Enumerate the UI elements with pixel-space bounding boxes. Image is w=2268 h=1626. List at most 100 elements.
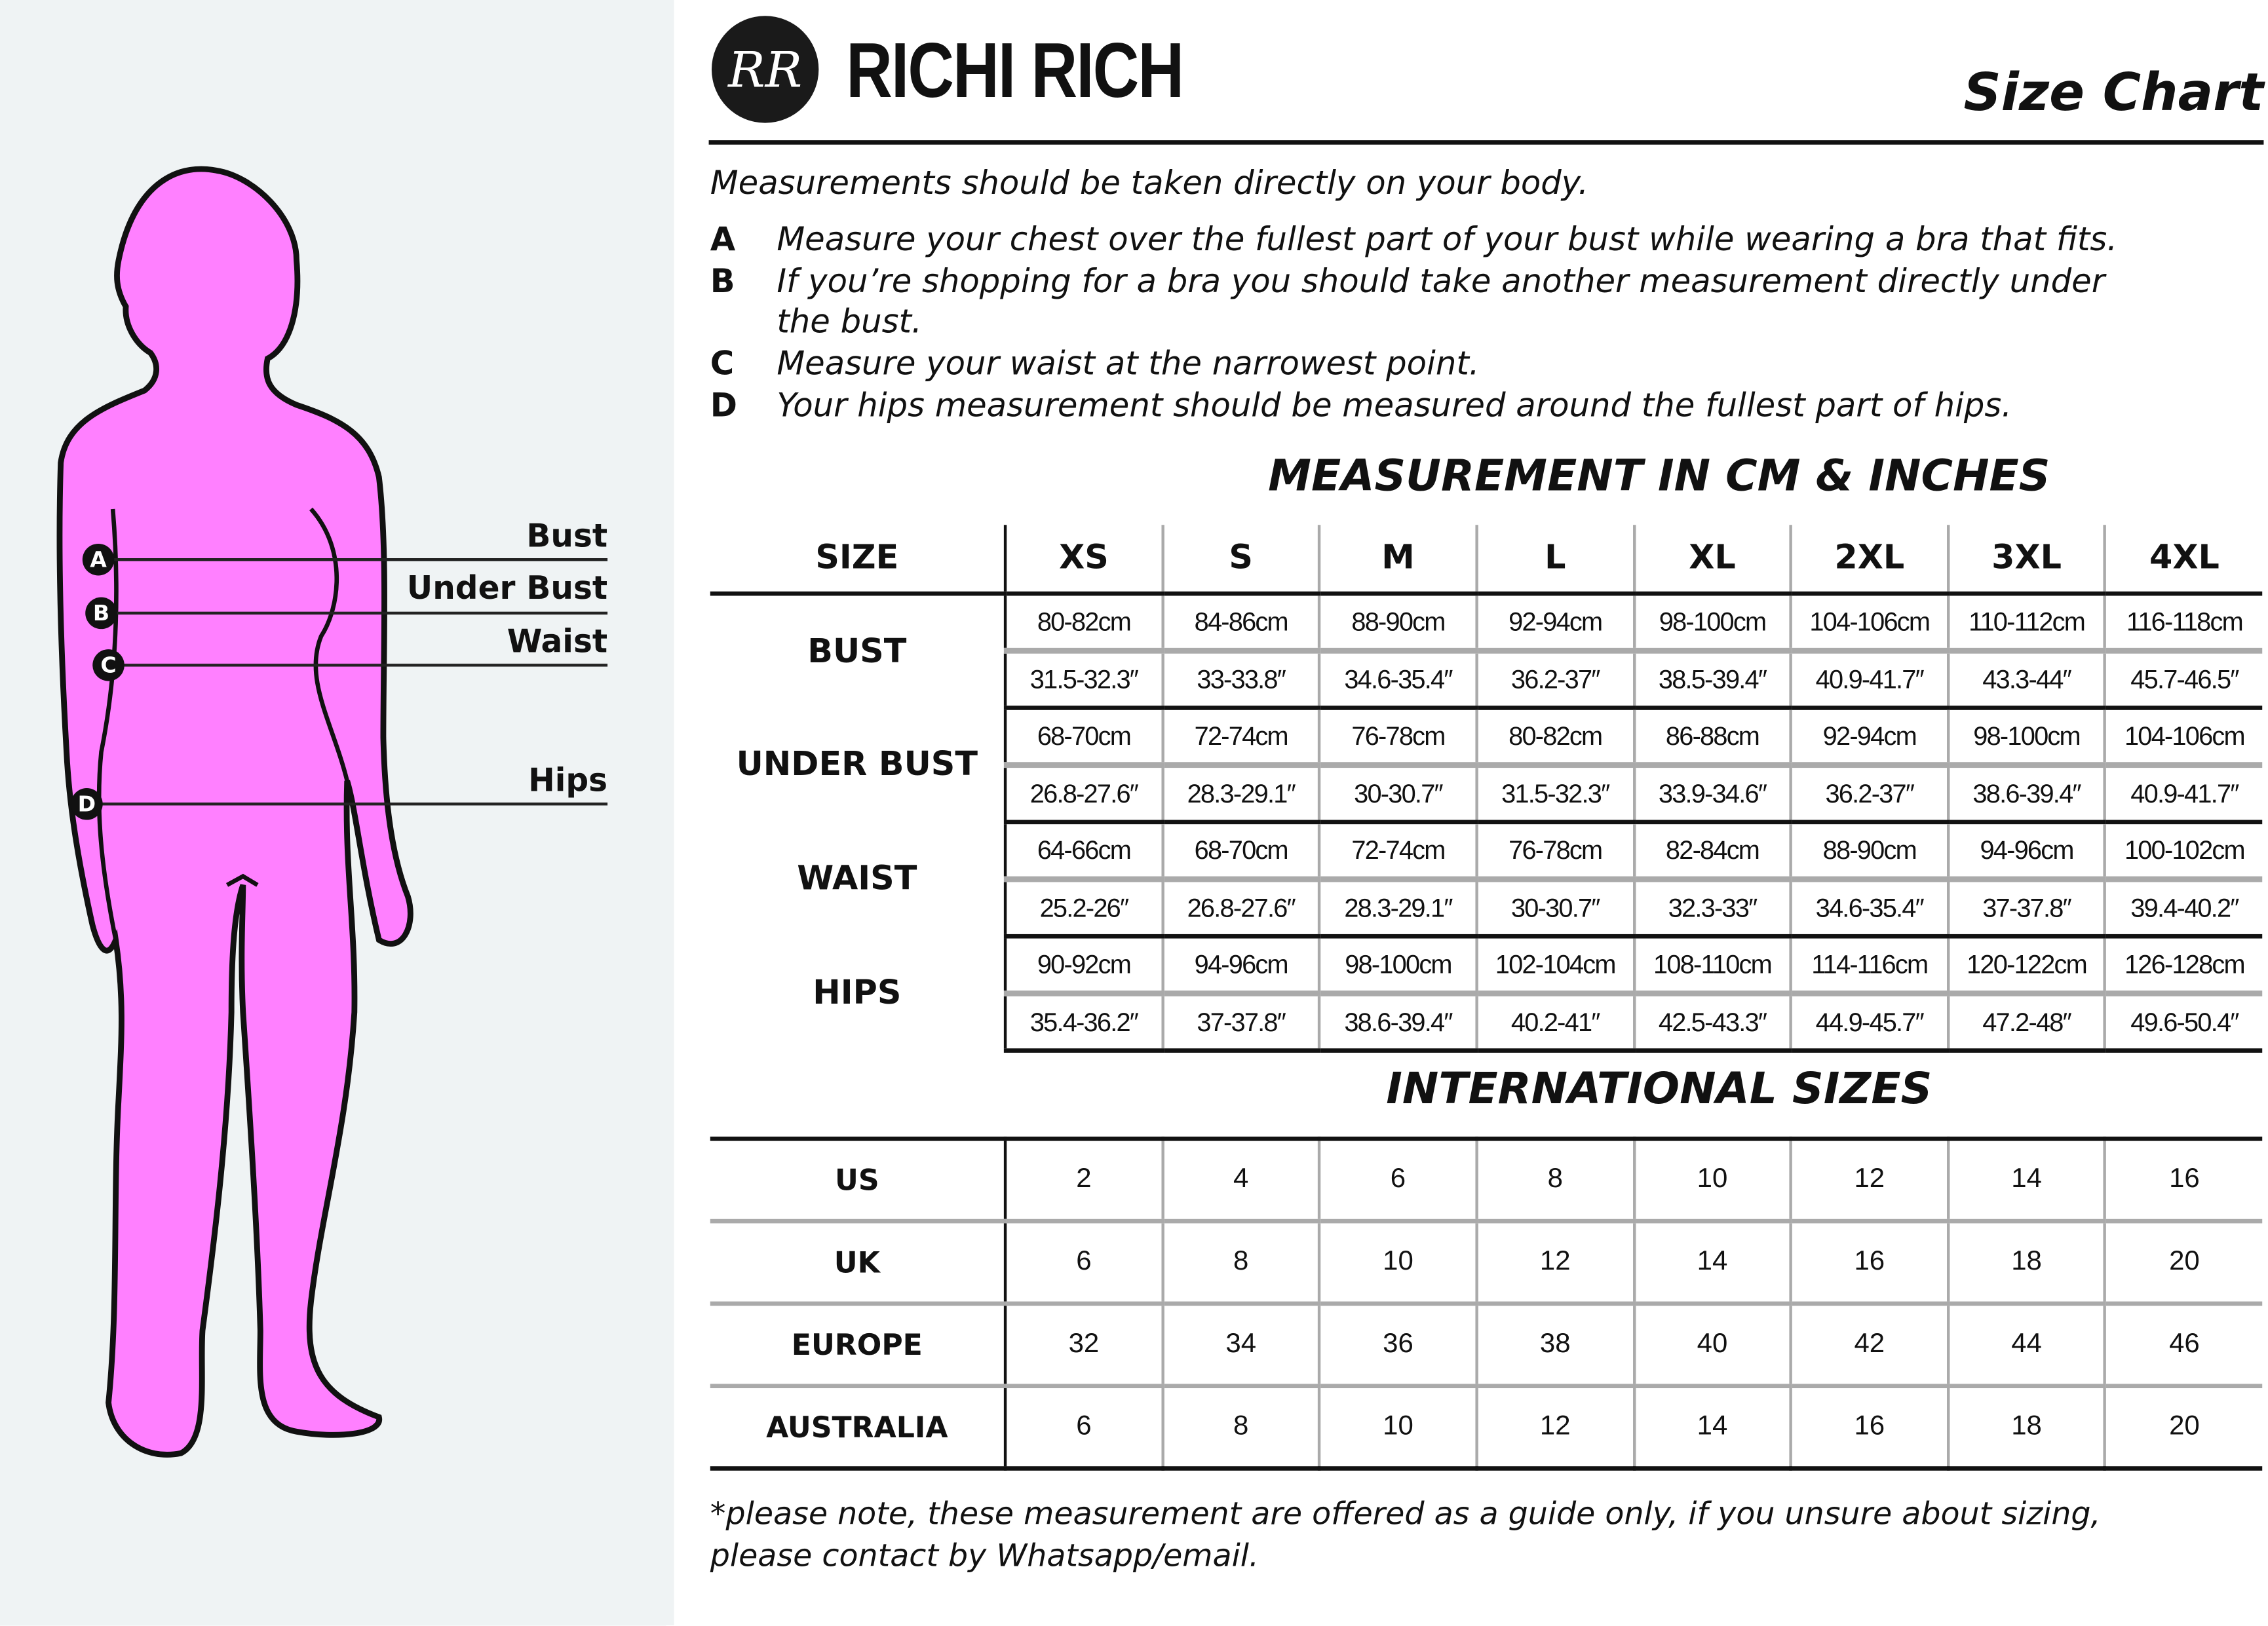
cm-cell: 92-94cm — [1475, 594, 1634, 654]
bust-label: Bust — [526, 519, 608, 556]
cm-cell: 82-84cm — [1632, 822, 1791, 882]
inch-cell: 32.3-33″ — [1632, 879, 1791, 939]
size-cell: 32 — [1003, 1301, 1163, 1386]
under-bust-line — [95, 611, 608, 614]
size-cell: 46 — [2104, 1301, 2263, 1386]
inch-cell: 35.4-36.2″ — [1003, 993, 1163, 1053]
size-cell: 6 — [1003, 1219, 1163, 1304]
cm-cell: 98-100cm — [1632, 594, 1791, 654]
inch-cell: 30-30.7″ — [1475, 879, 1634, 939]
size-cell: 16 — [2104, 1139, 2263, 1222]
intro-text: Measurements should be taken directly on… — [710, 164, 1589, 203]
table-row: WAIST 64-66cm 68-70cm 72-74cm 76-78cm 82-84cm… — [710, 822, 2263, 937]
inch-cell: 38.6-39.4″ — [1946, 765, 2105, 825]
row-header: UNDER BUST — [710, 708, 1007, 822]
inch-cell: 49.6-50.4″ — [2104, 993, 2263, 1053]
size-cell: 2 — [1003, 1139, 1163, 1222]
table-row: 31.5-32.3″ 33-33.8″ 34.6-35.4″ 36.2-37″ 38.5… — [710, 651, 2263, 710]
inch-cell: 30-30.7″ — [1318, 765, 1477, 825]
cm-cell: 98-100cm — [1318, 936, 1477, 996]
measurement-heading: MEASUREMENT IN CM & INCHES — [1268, 451, 2050, 502]
size-header-2xl: 2XL — [1789, 525, 1948, 596]
size-cell: 6 — [1318, 1139, 1477, 1222]
table-row: AUSTRALIA 6 8 10 12 14 16 18 20 — [710, 1384, 2263, 1469]
size-header-s: S — [1161, 525, 1320, 596]
cm-cell: 72-74cm — [1318, 822, 1477, 882]
size-header-l: L — [1475, 525, 1634, 596]
instruction-a: A Measure your chest over the fullest par… — [710, 221, 2118, 259]
cm-cell: 126-128cm — [2104, 936, 2263, 996]
body-silhouette-icon — [56, 166, 413, 1458]
row-header: UK — [710, 1219, 1007, 1304]
size-cell: 10 — [1632, 1139, 1791, 1222]
size-cell: 6 — [1003, 1384, 1163, 1469]
table-row: 35.4-36.2″ 37-37.8″ 38.6-39.4″ 40.2-41″ 42.5… — [710, 993, 2263, 1053]
brand-logo-icon: RR — [711, 16, 819, 123]
row-header: BUST — [710, 594, 1007, 708]
size-cell: 20 — [2104, 1219, 2263, 1304]
cm-cell: 100-102cm — [2104, 822, 2263, 882]
size-cell: 8 — [1161, 1384, 1320, 1469]
cm-cell: 76-78cm — [1318, 708, 1477, 768]
row-header: US — [710, 1139, 1007, 1222]
size-cell: 16 — [1789, 1384, 1948, 1469]
size-cell: 12 — [1475, 1219, 1634, 1304]
row-header: EUROPE — [710, 1301, 1007, 1386]
table-row: HIPS 90-92cm 94-96cm 98-100cm 102-104cm 108-1… — [710, 936, 2263, 1051]
inch-cell: 47.2-48″ — [1946, 993, 2105, 1053]
size-cell: 8 — [1161, 1219, 1320, 1304]
cm-cell: 64-66cm — [1003, 822, 1163, 882]
cm-cell: 84-86cm — [1161, 594, 1320, 654]
cm-cell: 68-70cm — [1161, 822, 1320, 882]
inch-cell: 25.2-26″ — [1003, 879, 1163, 939]
cm-cell: 120-122cm — [1946, 936, 2105, 996]
cm-cell: 114-116cm — [1789, 936, 1948, 996]
size-cell: 34 — [1161, 1301, 1320, 1386]
inch-cell: 28.3-29.1″ — [1318, 879, 1477, 939]
inch-cell: 34.6-35.4″ — [1318, 651, 1477, 710]
size-cell: 14 — [1632, 1384, 1791, 1469]
cm-cell: 76-78cm — [1475, 822, 1634, 882]
instruction-d: D Your hips measurement should be measure… — [710, 387, 2012, 425]
size-cell: 20 — [2104, 1384, 2263, 1469]
table-row: BUST 80-82cm 84-86cm 88-90cm 92-94cm 98-100cm… — [710, 594, 2263, 708]
size-cell: 44 — [1946, 1301, 2105, 1386]
brand-name: RICHI RICH — [846, 27, 1184, 115]
size-header-xs: XS — [1003, 525, 1163, 596]
size-cell: 38 — [1475, 1301, 1634, 1386]
size-cell: 10 — [1318, 1219, 1477, 1304]
marker-c: C — [92, 649, 125, 681]
waist-label: Waist — [507, 624, 608, 661]
size-cell: 16 — [1789, 1219, 1948, 1304]
marker-a: A — [82, 543, 115, 576]
size-cell: 4 — [1161, 1139, 1320, 1222]
logo-monogram: RR — [727, 41, 802, 98]
table-row: EUROPE 32 34 36 38 40 42 44 46 — [710, 1301, 2263, 1386]
footnote-line-1: *please note, these measurement are offe… — [710, 1496, 2101, 1533]
marker-d: D — [71, 787, 103, 820]
row-header: WAIST — [710, 822, 1007, 937]
size-cell: 14 — [1946, 1139, 2105, 1222]
cm-cell: 104-106cm — [1789, 594, 1948, 654]
waist-line — [101, 664, 608, 666]
size-cell: 14 — [1632, 1219, 1791, 1304]
cm-cell: 98-100cm — [1946, 708, 2105, 768]
cm-cell: 90-92cm — [1003, 936, 1163, 996]
instruction-b: B If you’re shopping for a bra you should… — [710, 263, 2105, 301]
inch-cell: 31.5-32.3″ — [1003, 651, 1163, 710]
inch-cell: 38.6-39.4″ — [1318, 993, 1477, 1053]
table-row: US 2 4 6 8 10 12 14 16 — [710, 1139, 2263, 1222]
inch-cell: 39.4-40.2″ — [2104, 879, 2263, 939]
size-cell: 18 — [1946, 1219, 2105, 1304]
size-header-m: M — [1318, 525, 1477, 596]
inch-cell: 34.6-35.4″ — [1789, 879, 1948, 939]
table-row: UK 6 8 10 12 14 16 18 20 — [710, 1219, 2263, 1304]
measurement-table: SIZE XS S M L XL 2XL 3XL 4XL BUST 80-82cm 84-86cm 88… — [710, 525, 2263, 1053]
inch-cell: 42.5-43.3″ — [1632, 993, 1791, 1053]
cm-cell: 72-74cm — [1161, 708, 1320, 768]
inch-cell: 33-33.8″ — [1161, 651, 1320, 710]
cm-cell: 116-118cm — [2104, 594, 2263, 654]
cm-cell: 86-88cm — [1632, 708, 1791, 768]
international-heading: INTERNATIONAL SIZES — [1386, 1064, 1932, 1115]
instruction-c: C Measure your waist at the narrowest poi… — [710, 345, 1480, 383]
